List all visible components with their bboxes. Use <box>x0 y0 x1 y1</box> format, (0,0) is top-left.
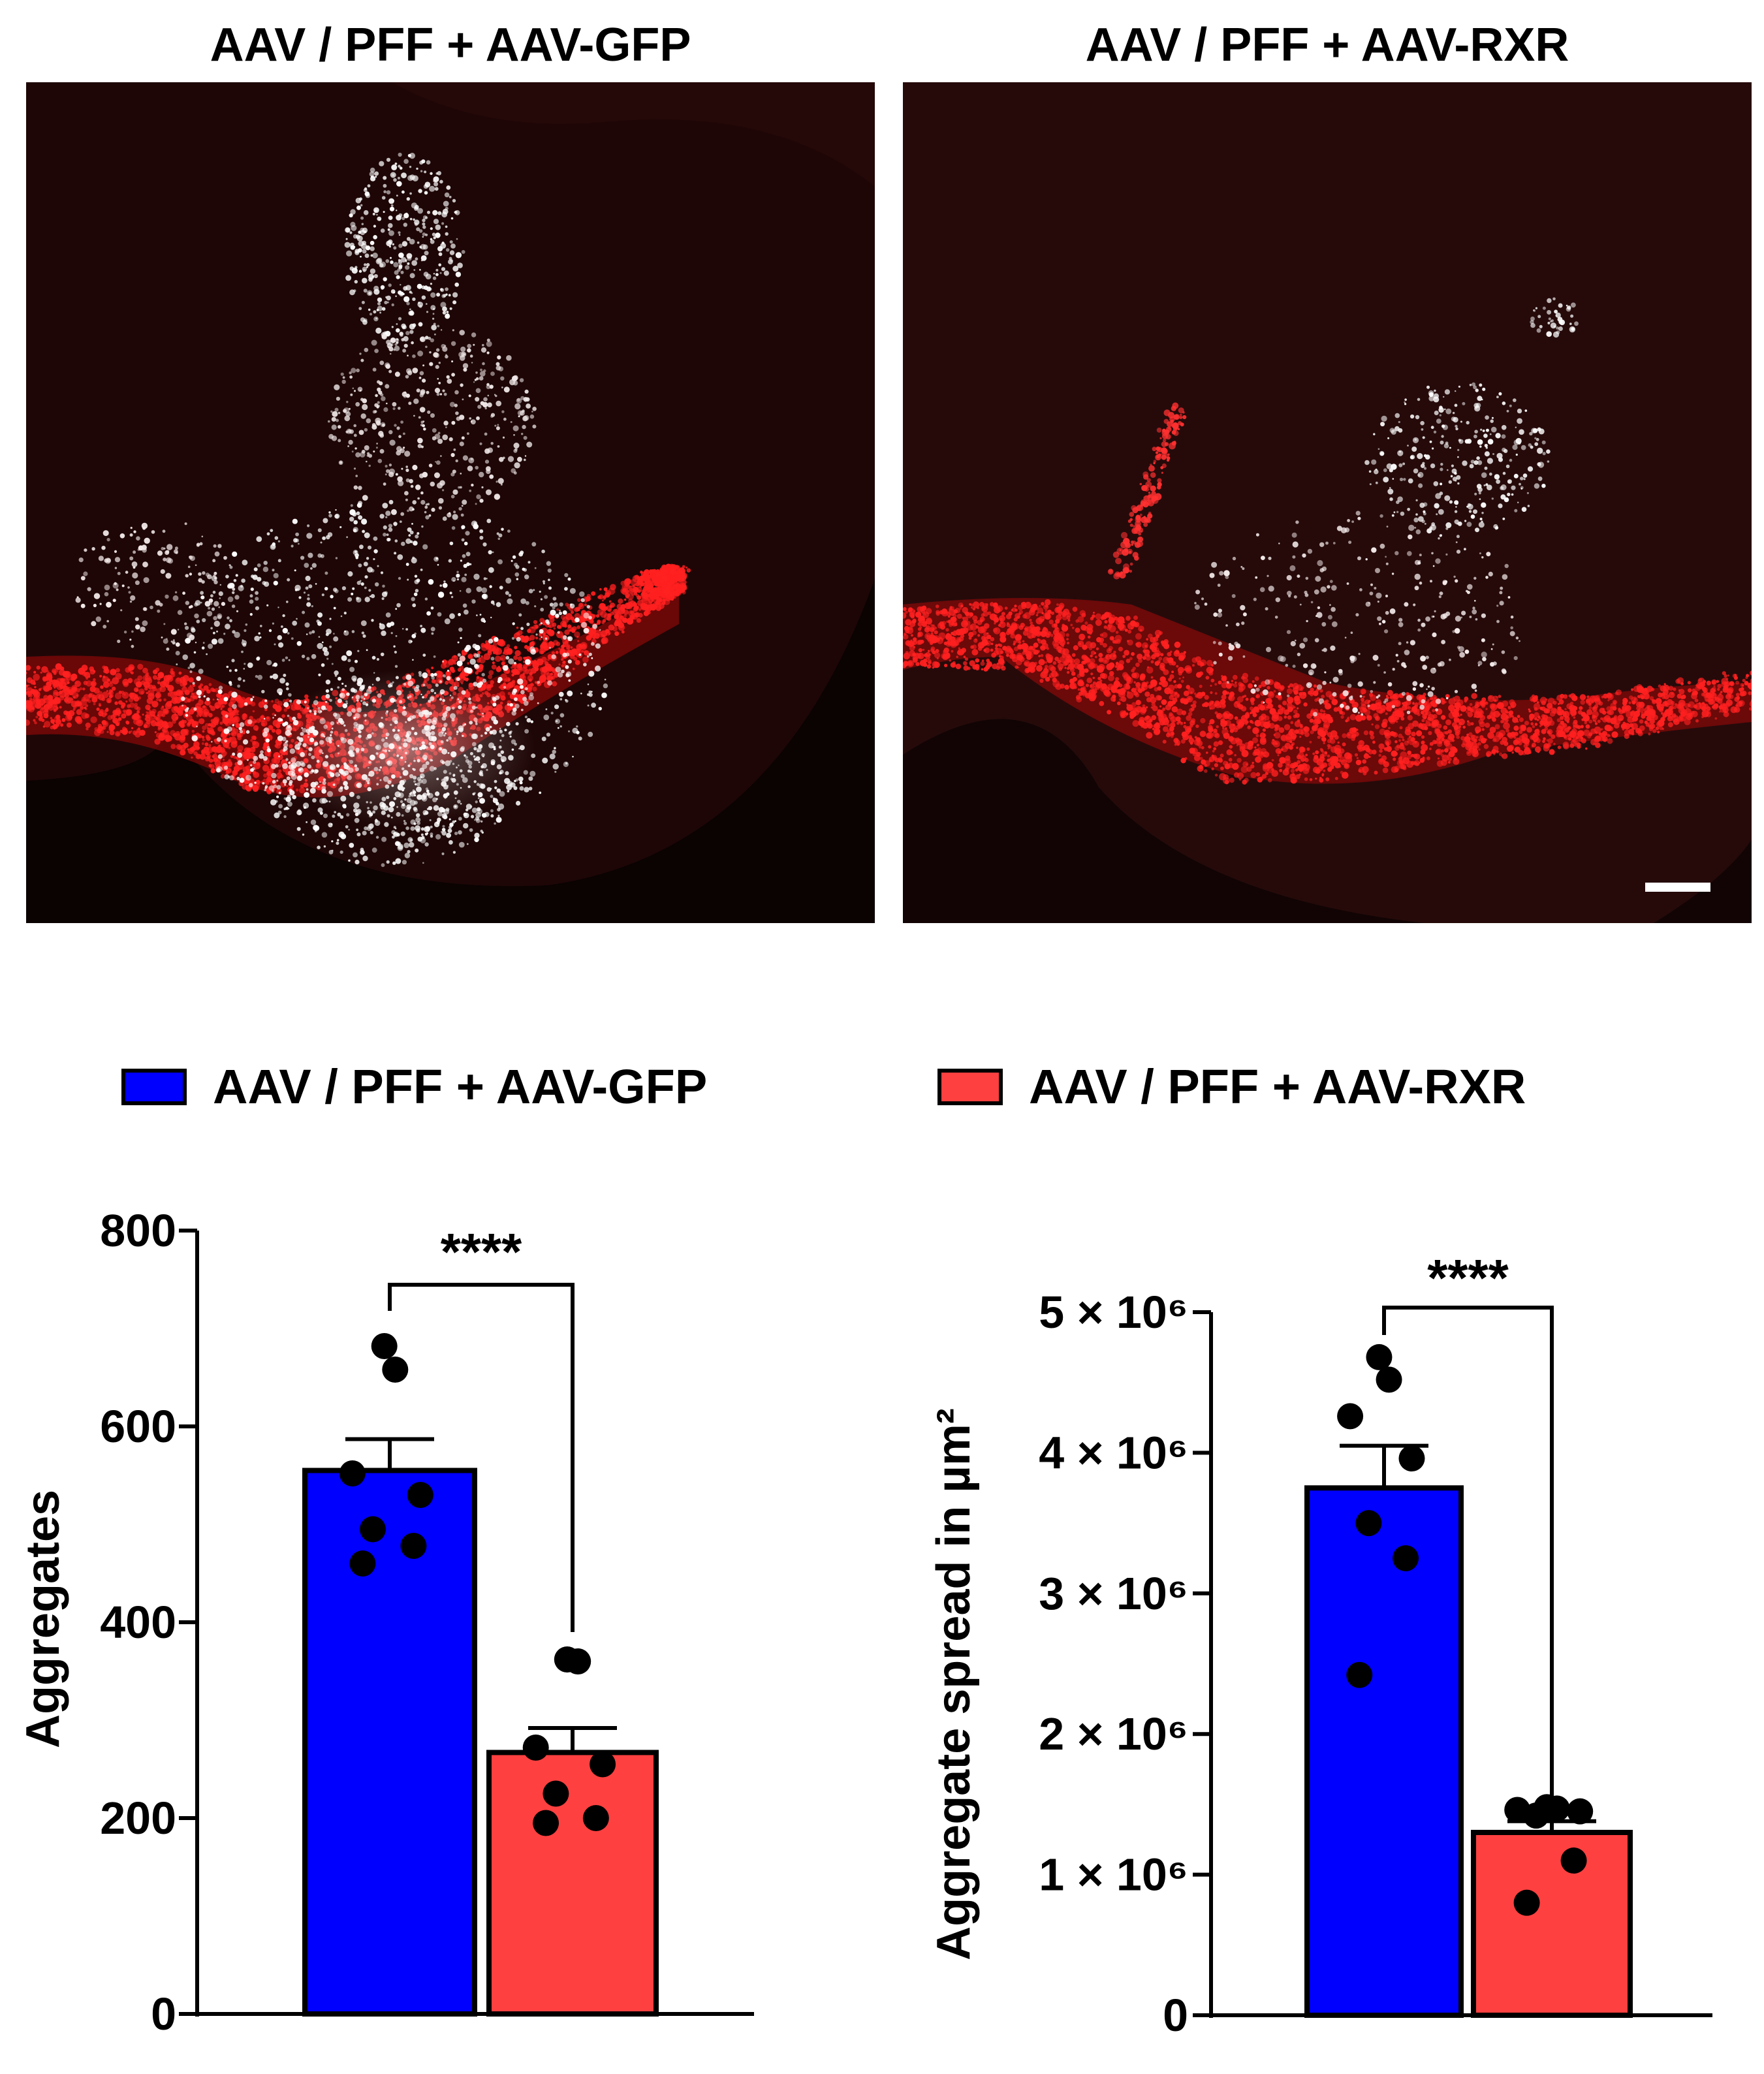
spread-data-point <box>1376 1366 1402 1393</box>
aggregates-data-point <box>565 1648 591 1674</box>
spread-y-tick-label: 5 × 10⁶ <box>1039 1287 1188 1338</box>
spread-data-point <box>1346 1661 1373 1688</box>
chart-aggregates: 0 200 400 600 800 Aggregates **** <box>17 1205 754 2039</box>
spread-data-point <box>1567 1798 1594 1825</box>
spread-y-tick-label: 1 × 10⁶ <box>1039 1849 1188 1900</box>
aggregates-bar-gfp <box>302 1468 477 2017</box>
aggregates-data-point <box>400 1533 427 1559</box>
legend-swatch-gfp <box>121 1068 187 1105</box>
micrograph-gfp <box>26 82 875 923</box>
spread-data-point <box>1560 1847 1587 1874</box>
spread-data-point <box>1513 1889 1540 1916</box>
aggregates-data-point <box>339 1460 366 1486</box>
spread-y-tick-label: 0 <box>1163 1990 1188 2041</box>
aggregates-data-point <box>360 1516 386 1543</box>
aggregates-data-point <box>382 1357 409 1383</box>
spread-bar-gfp <box>1304 1485 1464 2018</box>
spread-y-axis-label: Aggregate spread in µm² <box>928 1408 980 1960</box>
legend-item-gfp: AAV / PFF + AAV-GFP <box>121 1059 707 1114</box>
aggregates-y-tick-label: 0 <box>151 1988 176 2039</box>
legend-swatch-rxr <box>937 1068 1003 1105</box>
spread-y-tick-label: 4 × 10⁶ <box>1039 1427 1188 1478</box>
legend-item-rxr: AAV / PFF + AAV-RXR <box>937 1059 1526 1114</box>
aggregates-y-tick-label: 800 <box>100 1205 176 1256</box>
legend-label-rxr: AAV / PFF + AAV-RXR <box>1029 1060 1526 1114</box>
aggregates-data-point <box>371 1333 398 1359</box>
aggregates-significance-label: **** <box>441 1223 522 1281</box>
aggregates-significance-bracket: **** <box>388 1223 575 1632</box>
spread-axes: 0 1 × 10⁶ 2 × 10⁶ 3 × 10⁶ 4 × 10⁶ 5 × 10⁶ Aggr… <box>928 1287 1712 2041</box>
spread-y-tick-label: 2 × 10⁶ <box>1039 1708 1188 1759</box>
aggregates-y-tick-label: 200 <box>100 1793 176 1844</box>
panel-title-gfp: AAV / PFF + AAV-GFP <box>210 19 691 71</box>
aggregates-data-point <box>543 1780 569 1807</box>
spread-significance-label: **** <box>1427 1249 1509 1307</box>
scale-bar <box>1645 883 1710 892</box>
spread-data-point <box>1337 1403 1364 1430</box>
aggregates-y-tick-label: 600 <box>100 1401 176 1452</box>
aggregates-data-point <box>407 1482 433 1508</box>
aggregates-y-tick-label: 400 <box>100 1597 176 1648</box>
legend-label-gfp: AAV / PFF + AAV-GFP <box>213 1060 708 1114</box>
aggregates-y-axis-label: Aggregates <box>17 1490 69 1748</box>
spread-data-point <box>1366 1343 1393 1370</box>
panel-title-rxr: AAV / PFF + AAV-RXR <box>1085 19 1569 71</box>
spread-data-point <box>1523 1802 1549 1829</box>
spread-y-tick-label: 3 × 10⁶ <box>1039 1568 1188 1619</box>
spread-data-point <box>1393 1545 1419 1571</box>
aggregates-data-point <box>349 1550 376 1577</box>
aggregates-data-point <box>522 1735 549 1761</box>
spread-data-point <box>1355 1510 1382 1537</box>
micrograph-rxr <box>903 82 1752 923</box>
spread-bar-rxr <box>1471 1829 1633 2018</box>
aggregates-bar-rxr <box>486 1750 659 2017</box>
aggregates-data-point <box>590 1751 616 1778</box>
spread-significance-bracket: **** <box>1382 1249 1554 1828</box>
aggregates-data-point <box>533 1810 559 1836</box>
spread-data-point <box>1398 1445 1425 1472</box>
aggregates-data-point <box>582 1805 609 1831</box>
